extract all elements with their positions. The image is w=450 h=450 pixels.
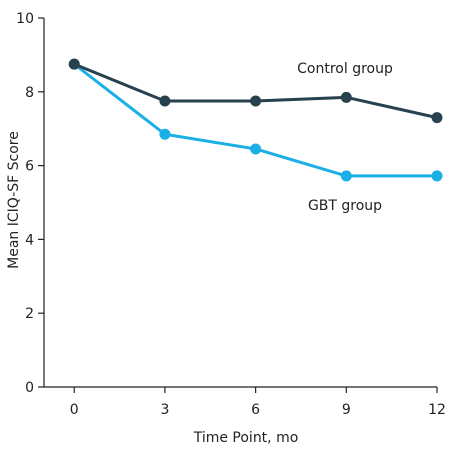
gbt-point bbox=[159, 128, 171, 140]
gbt-point bbox=[340, 170, 352, 182]
y-tick-label: 2 bbox=[25, 306, 34, 322]
gbt-label: GBT group bbox=[308, 198, 382, 214]
control-label: Control group bbox=[297, 61, 393, 77]
control-point bbox=[159, 95, 171, 107]
x-axis-ticks: 0 3 6 9 12 bbox=[70, 387, 446, 418]
axes bbox=[43, 18, 437, 388]
y-tick-label: 10 bbox=[16, 11, 34, 27]
x-tick-label: 9 bbox=[342, 402, 351, 418]
y-tick-label: 6 bbox=[25, 159, 34, 175]
series-labels: Control group GBT group bbox=[297, 61, 393, 214]
y-tick-label: 0 bbox=[25, 380, 34, 396]
x-tick-label: 12 bbox=[428, 402, 446, 418]
x-tick-label: 3 bbox=[160, 402, 169, 418]
y-tick-label: 4 bbox=[25, 232, 34, 248]
gbt-series-line bbox=[73, 62, 437, 178]
y-axis-ticks: 0 2 4 6 8 10 bbox=[16, 11, 44, 396]
control-point bbox=[340, 91, 352, 103]
gbt-point bbox=[250, 143, 262, 155]
series-layer bbox=[68, 58, 443, 182]
gbt-point bbox=[431, 170, 443, 182]
control-point bbox=[68, 58, 80, 70]
x-tick-label: 0 bbox=[70, 402, 79, 418]
control-point bbox=[431, 112, 443, 124]
control-point bbox=[250, 95, 262, 107]
y-tick-label: 8 bbox=[25, 85, 34, 101]
x-tick-label: 6 bbox=[251, 402, 260, 418]
x-axis-title: Time Point, mo bbox=[193, 430, 299, 446]
y-axis-title: Mean ICIQ-SF Score bbox=[6, 131, 22, 269]
